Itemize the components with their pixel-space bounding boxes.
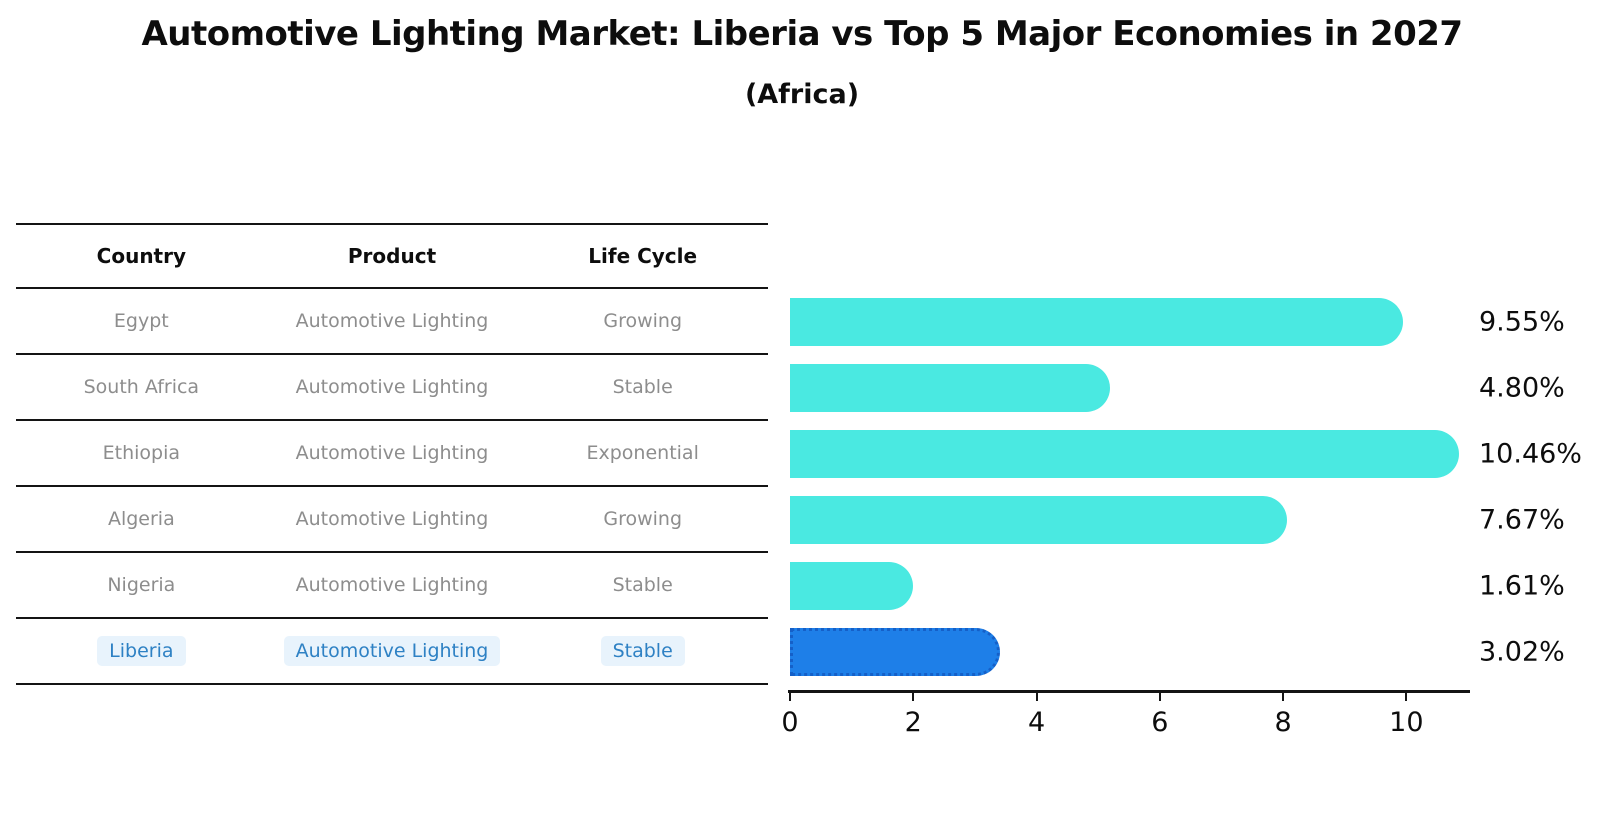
cell-product: Automotive Lighting xyxy=(295,310,489,332)
cell-country: Egypt xyxy=(113,310,169,332)
cell-country: South Africa xyxy=(83,376,200,398)
x-axis-tick xyxy=(912,692,915,701)
bar-value-label: 4.80% xyxy=(1479,372,1565,404)
x-axis-tick-label: 10 xyxy=(1389,707,1424,738)
cell-country: Ethiopia xyxy=(102,442,181,464)
bar-value-label: 3.02% xyxy=(1479,636,1565,668)
x-axis-tick-label: 8 xyxy=(1274,707,1292,738)
cell-product: Automotive Lighting xyxy=(295,442,489,464)
bar-value-label: 10.46% xyxy=(1479,438,1582,470)
data-table: Country Product Life Cycle Egypt Automot… xyxy=(16,223,768,685)
cell-lifecycle: Stable xyxy=(517,636,768,666)
x-axis-line xyxy=(788,690,1470,693)
cell-product: Automotive Lighting xyxy=(295,574,489,596)
bar-value-label: 7.67% xyxy=(1479,504,1565,536)
x-axis-tick xyxy=(1405,692,1408,701)
bar xyxy=(790,562,914,610)
x-axis-tick xyxy=(1282,692,1285,701)
bar xyxy=(790,298,1403,346)
page-title: Automotive Lighting Market: Liberia vs T… xyxy=(141,14,1463,54)
header-cell-product: Product xyxy=(347,244,437,268)
x-axis-tick-label: 6 xyxy=(1151,707,1169,738)
bar xyxy=(790,364,1110,412)
cell-lifecycle: Stable xyxy=(612,574,673,596)
bar-value-label: 1.61% xyxy=(1479,570,1565,602)
bar xyxy=(790,496,1287,544)
table-row: Algeria Automotive Lighting Growing xyxy=(16,487,768,553)
table-row: Liberia Automotive Lighting Stable xyxy=(16,619,768,685)
cell-country: Algeria xyxy=(107,508,175,530)
cell-country: Liberia xyxy=(16,636,267,666)
cell-country: Nigeria xyxy=(107,574,176,596)
cell-lifecycle: Exponential xyxy=(586,442,699,464)
table-row: Nigeria Automotive Lighting Stable xyxy=(16,553,768,619)
bar xyxy=(790,430,1459,478)
x-axis-tick xyxy=(1035,692,1038,701)
bar-highlight xyxy=(790,628,1001,676)
cell-lifecycle: Growing xyxy=(603,508,683,530)
table-row: Egypt Automotive Lighting Growing xyxy=(16,289,768,355)
cell-product: Automotive Lighting xyxy=(295,508,489,530)
header-cell-lifecycle: Life Cycle xyxy=(588,244,698,268)
bar-value-label: 9.55% xyxy=(1479,306,1565,338)
page-subtitle: (Africa) xyxy=(744,79,860,110)
cell-lifecycle: Growing xyxy=(603,310,683,332)
header-cell-country: Country xyxy=(96,244,187,268)
x-axis-tick xyxy=(1158,692,1161,701)
x-axis-tick-label: 4 xyxy=(1027,707,1046,738)
x-axis-tick-label: 2 xyxy=(904,707,922,738)
cell-product: Automotive Lighting xyxy=(267,636,518,666)
table-row: Ethiopia Automotive Lighting Exponential xyxy=(16,421,768,487)
table-header-row: Country Product Life Cycle xyxy=(16,223,768,289)
table-row: South Africa Automotive Lighting Stable xyxy=(16,355,768,421)
x-axis-tick xyxy=(789,692,791,701)
cell-product: Automotive Lighting xyxy=(295,376,489,398)
cell-lifecycle: Stable xyxy=(612,376,673,398)
x-axis-tick-label: 0 xyxy=(781,707,799,738)
table-body: Egypt Automotive Lighting Growing South … xyxy=(16,289,768,685)
